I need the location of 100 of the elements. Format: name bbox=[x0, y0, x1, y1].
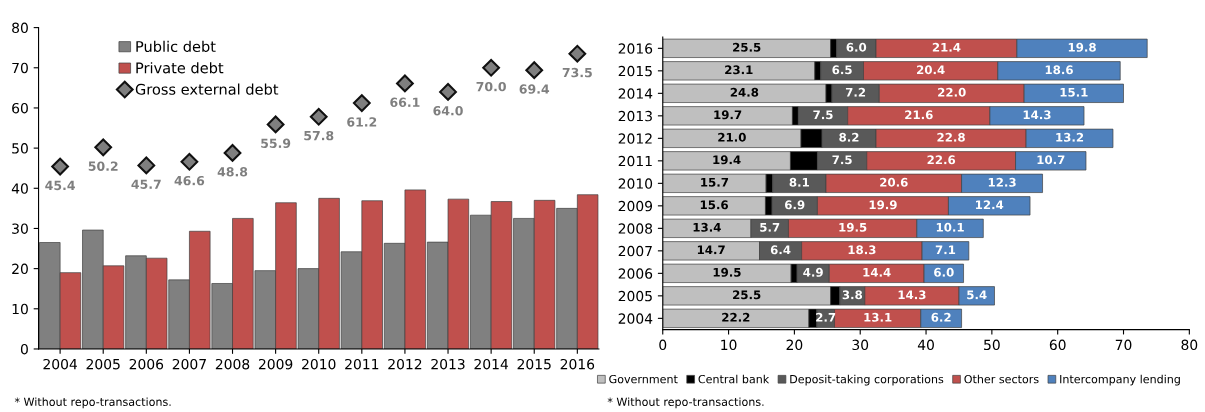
text: * Without repo-transactions. bbox=[607, 397, 764, 409]
data-label: 19.7 bbox=[714, 110, 742, 120]
bar bbox=[662, 263, 792, 283]
legend-label: Other sectors bbox=[964, 374, 1039, 384]
legend-label: Government bbox=[609, 374, 678, 384]
data-label: 19.5 bbox=[713, 267, 741, 277]
data-label: 21.6 bbox=[905, 110, 933, 120]
data-label: 20.6 bbox=[880, 177, 908, 187]
data-label: 6.0 bbox=[846, 42, 867, 52]
data-label: 3.8 bbox=[842, 290, 863, 300]
point bbox=[309, 107, 328, 126]
data-label: 61.2 bbox=[347, 117, 377, 127]
y-tick-label: 80 bbox=[12, 22, 28, 34]
data-label: 13.2 bbox=[1056, 132, 1084, 142]
data-label: 19.4 bbox=[713, 155, 741, 165]
data-label: 23.1 bbox=[725, 65, 753, 75]
x-tick-label: 70 bbox=[1115, 339, 1132, 351]
y-tick-label: 20 bbox=[12, 263, 28, 275]
y-tick-label: 50 bbox=[12, 143, 28, 154]
y-tick-label: 2005 bbox=[618, 290, 652, 302]
y-tick-label: 60 bbox=[12, 102, 28, 114]
data-label: 13.4 bbox=[693, 222, 721, 232]
point bbox=[482, 58, 501, 77]
data-label: 12.4 bbox=[976, 200, 1004, 210]
legend-label: Intercompany lending bbox=[1060, 374, 1180, 386]
data-label: 6.9 bbox=[785, 200, 805, 210]
y-tick-label: 2008 bbox=[618, 223, 653, 234]
y-tick-label: 2011 bbox=[618, 155, 652, 167]
y-tick-label: 2010 bbox=[618, 178, 653, 189]
data-label: 22.8 bbox=[937, 132, 965, 142]
bar bbox=[662, 83, 827, 103]
data-label: 46.6 bbox=[174, 175, 205, 186]
bar bbox=[662, 61, 816, 81]
data-label: 14.7 bbox=[697, 245, 725, 255]
data-label: 6.2 bbox=[931, 312, 951, 322]
data-label: 57.8 bbox=[304, 130, 334, 141]
x-tick-label: 2006 bbox=[129, 358, 164, 370]
data-label: 19.5 bbox=[839, 222, 867, 232]
y-tick-label: 10 bbox=[12, 303, 28, 315]
data-label: 18.3 bbox=[848, 245, 876, 255]
x-tick-label: 40 bbox=[917, 339, 934, 351]
data-label: 7.1 bbox=[935, 245, 956, 255]
data-label: 8.2 bbox=[839, 132, 859, 142]
point bbox=[94, 138, 113, 157]
data-label: 45.7 bbox=[131, 179, 161, 189]
data-label: 66.1 bbox=[390, 97, 420, 107]
legend-label: Public debt bbox=[136, 40, 216, 53]
y-tick-label: 2016 bbox=[618, 43, 653, 54]
data-label: 19.9 bbox=[869, 200, 897, 210]
data-label: 69.4 bbox=[519, 84, 550, 94]
text: * Without repo-transactions. bbox=[14, 397, 171, 409]
legend-label: Private debt bbox=[136, 62, 224, 74]
x-tick-label: 10 bbox=[721, 339, 737, 351]
x-tick-label: 2010 bbox=[302, 358, 336, 370]
x-tick-label: 0 bbox=[659, 339, 667, 351]
data-label: 15.7 bbox=[701, 177, 729, 187]
data-label: 14.4 bbox=[863, 268, 891, 277]
x-tick-label: 2005 bbox=[86, 358, 120, 370]
data-label: 48.8 bbox=[217, 167, 248, 177]
legend-label: Gross external debt bbox=[135, 83, 279, 95]
data-label: 70.0 bbox=[476, 81, 506, 92]
data-label: 14.3 bbox=[1023, 110, 1051, 120]
point bbox=[525, 61, 544, 80]
data-label: 45.4 bbox=[45, 180, 75, 191]
x-tick-label: 80 bbox=[1181, 339, 1198, 351]
x-tick-label: 2011 bbox=[345, 358, 379, 370]
y-tick-label: 2004 bbox=[618, 313, 653, 324]
y-tick-label: 2009 bbox=[618, 200, 653, 212]
y-tick-label: 2015 bbox=[618, 65, 652, 77]
data-label: 19.8 bbox=[1068, 42, 1096, 52]
y-tick-label: 2013 bbox=[618, 110, 652, 122]
data-label: 22.2 bbox=[722, 312, 750, 322]
y-tick-label: 2007 bbox=[618, 245, 652, 257]
data-label: 13.1 bbox=[864, 312, 892, 322]
x-tick-label: 2007 bbox=[172, 358, 206, 370]
data-label: 5.7 bbox=[760, 222, 780, 232]
point bbox=[396, 74, 414, 93]
data-label: 5.4 bbox=[967, 290, 987, 300]
x-tick-label: 2004 bbox=[43, 358, 77, 370]
data-label: 12.3 bbox=[988, 177, 1016, 187]
x-tick-label: 2015 bbox=[517, 358, 551, 370]
data-label: 21.4 bbox=[932, 42, 961, 52]
data-label: 8.1 bbox=[789, 177, 809, 187]
data-label: 25.5 bbox=[733, 290, 761, 300]
point bbox=[137, 156, 156, 175]
data-label: 50.2 bbox=[88, 161, 118, 171]
data-label: 4.9 bbox=[803, 267, 823, 277]
x-tick-label: 2014 bbox=[474, 358, 509, 370]
point bbox=[568, 44, 587, 63]
y-tick-label: 40 bbox=[11, 183, 28, 194]
point bbox=[223, 144, 242, 162]
x-tick-label: 2013 bbox=[431, 358, 465, 370]
data-label: 22.6 bbox=[927, 155, 956, 165]
data-label: 14.3 bbox=[898, 290, 926, 300]
data-label: 6.0 bbox=[934, 267, 954, 277]
point bbox=[266, 115, 285, 134]
point bbox=[439, 82, 457, 101]
data-label: 10.1 bbox=[936, 222, 964, 232]
point bbox=[51, 157, 70, 176]
data-label: 6.4 bbox=[770, 245, 791, 255]
